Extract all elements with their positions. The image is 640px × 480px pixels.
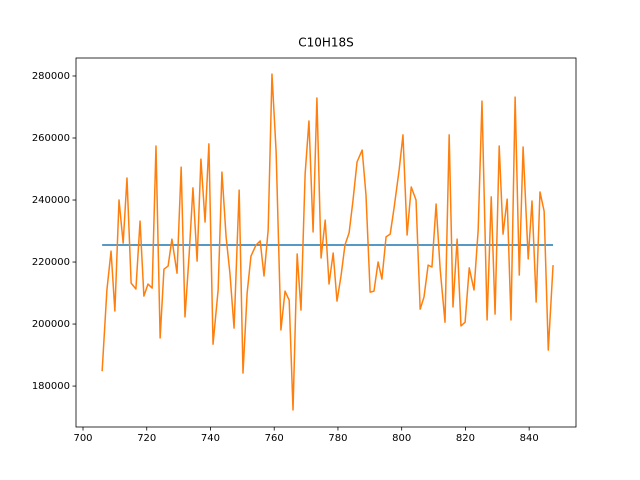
x-tick-label: 780 [328, 433, 347, 444]
x-tick-label: 700 [73, 433, 92, 444]
x-tick-label: 840 [520, 433, 539, 444]
y-tick-label: 200000 [32, 319, 70, 330]
y-tick-label: 240000 [32, 195, 70, 206]
y-tick-label: 260000 [32, 133, 70, 144]
x-tick-label: 740 [201, 433, 220, 444]
y-tick-label: 220000 [32, 257, 70, 268]
y-tick-label: 180000 [32, 381, 70, 392]
chart-title: C10H18S [298, 36, 354, 50]
y-tick-label: 280000 [32, 71, 70, 82]
plot-frame [75, 57, 577, 428]
x-tick-label: 800 [392, 433, 411, 444]
x-tick-label: 720 [137, 433, 156, 444]
x-tick-label: 760 [265, 433, 284, 444]
x-tick-label: 820 [456, 433, 475, 444]
data-line [101, 73, 554, 411]
